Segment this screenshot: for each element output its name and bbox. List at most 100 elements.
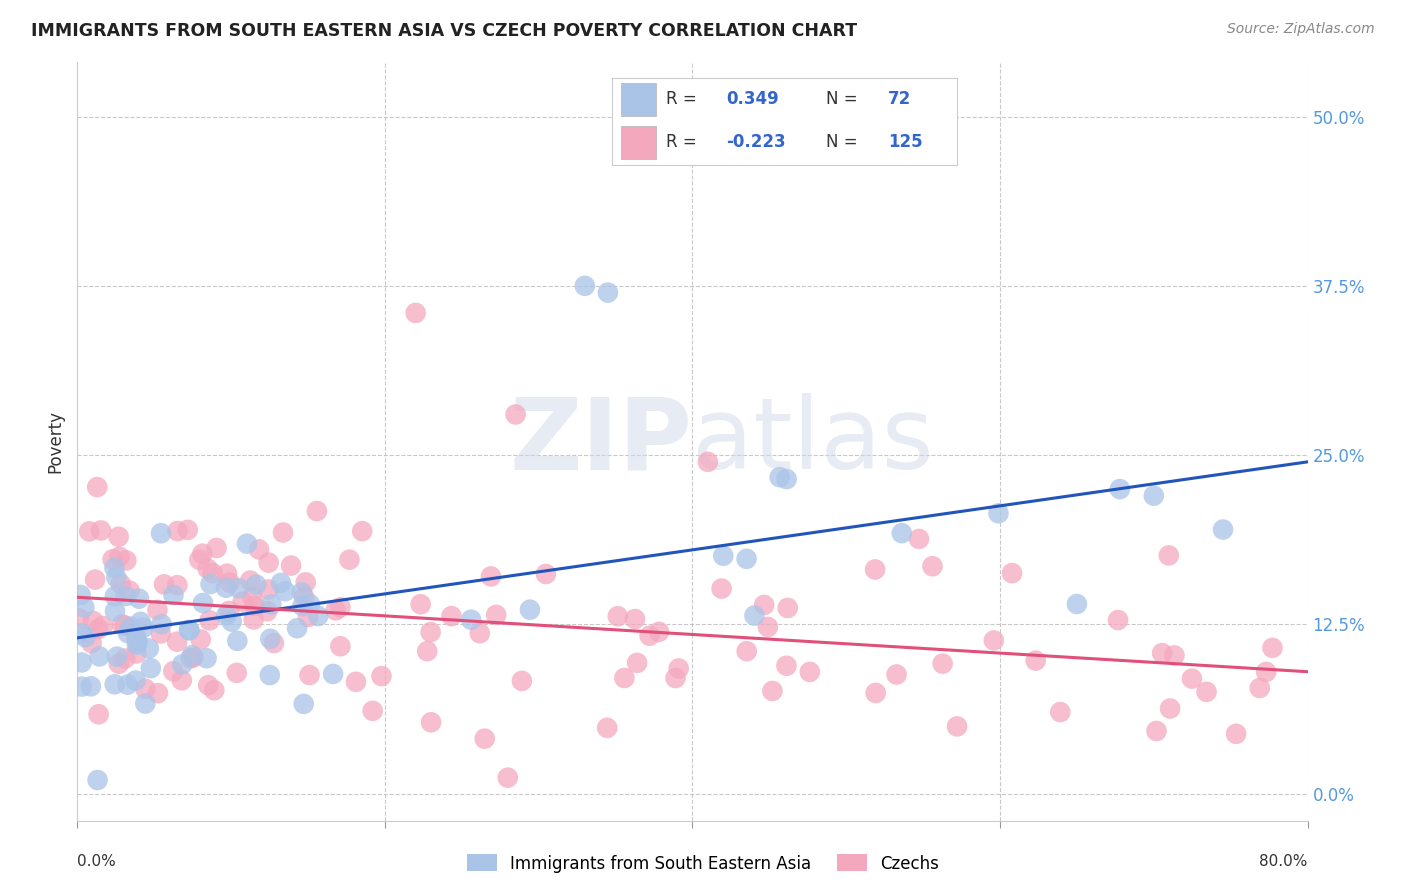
Point <box>162 588 184 602</box>
Point <box>125 630 148 644</box>
Point <box>236 537 259 551</box>
Point <box>344 674 367 689</box>
Point <box>138 641 160 656</box>
Point <box>215 581 238 595</box>
Point <box>86 480 108 494</box>
Point <box>82 614 104 628</box>
Point <box>307 609 329 624</box>
Point <box>1195 685 1218 699</box>
Point <box>1157 549 1180 563</box>
Text: ZIP: ZIP <box>509 393 693 490</box>
Point <box>946 719 969 733</box>
Point <box>87 622 110 636</box>
Point <box>298 597 321 611</box>
Point <box>987 506 1010 520</box>
Point <box>352 524 374 538</box>
Point <box>908 532 931 546</box>
Point <box>1225 727 1247 741</box>
Point <box>260 598 283 612</box>
Point <box>776 601 799 615</box>
Point <box>107 530 129 544</box>
Point <box>638 629 661 643</box>
Point <box>626 656 648 670</box>
Point <box>125 638 148 652</box>
Point <box>129 615 152 629</box>
Point <box>479 569 502 583</box>
Point <box>329 639 352 653</box>
Point <box>153 577 176 591</box>
Point <box>440 609 463 624</box>
Point <box>710 582 733 596</box>
Point <box>218 604 240 618</box>
Point <box>510 673 533 688</box>
Point <box>696 455 718 469</box>
Point <box>756 620 779 634</box>
Point <box>419 625 441 640</box>
Point <box>114 618 136 632</box>
Point <box>624 612 647 626</box>
Point <box>86 772 108 787</box>
Point <box>668 661 690 675</box>
Point <box>191 596 214 610</box>
Point <box>799 665 821 679</box>
Point <box>240 590 263 604</box>
Point <box>101 552 124 566</box>
Point <box>170 673 193 688</box>
Point <box>105 570 128 584</box>
Point <box>1143 489 1166 503</box>
Point <box>863 562 886 576</box>
Point <box>606 609 628 624</box>
Point <box>744 608 766 623</box>
Point <box>1163 648 1185 663</box>
Point <box>247 542 270 557</box>
Point <box>754 598 776 612</box>
Point <box>177 623 200 637</box>
Point <box>111 617 134 632</box>
Point <box>291 585 314 599</box>
Point <box>769 470 792 484</box>
Point <box>108 549 131 564</box>
Point <box>90 524 112 538</box>
Point <box>149 626 172 640</box>
Point <box>104 677 127 691</box>
Y-axis label: Poverty: Poverty <box>46 410 65 473</box>
Point <box>256 604 278 618</box>
Point <box>835 110 858 124</box>
Point <box>1249 681 1271 695</box>
Point <box>257 556 280 570</box>
Point <box>325 603 347 617</box>
Point <box>150 617 173 632</box>
Point <box>110 577 132 591</box>
Point <box>70 656 93 670</box>
Point <box>181 648 204 663</box>
Point <box>409 597 432 611</box>
Point <box>114 651 136 665</box>
Point <box>117 678 139 692</box>
Point <box>1066 597 1088 611</box>
Text: 80.0%: 80.0% <box>1260 855 1308 870</box>
Point <box>218 575 240 590</box>
Text: Source: ZipAtlas.com: Source: ZipAtlas.com <box>1227 22 1375 37</box>
Point <box>239 574 262 588</box>
Point <box>574 278 596 293</box>
Point <box>1152 646 1174 660</box>
Point <box>104 589 127 603</box>
Point <box>1146 723 1168 738</box>
Point <box>89 649 111 664</box>
Point <box>613 671 636 685</box>
Point <box>761 684 783 698</box>
Point <box>297 610 319 624</box>
Text: IMMIGRANTS FROM SOUTH EASTERN ASIA VS CZECH POVERTY CORRELATION CHART: IMMIGRANTS FROM SOUTH EASTERN ASIA VS CZ… <box>31 22 858 40</box>
Point <box>124 673 146 688</box>
Point <box>460 613 482 627</box>
Point <box>73 600 96 615</box>
Point <box>257 582 280 597</box>
Point <box>221 615 243 629</box>
Point <box>198 614 221 628</box>
Point <box>183 650 205 665</box>
Point <box>1256 665 1278 679</box>
Point <box>166 524 188 538</box>
Point <box>305 504 328 518</box>
Point <box>127 636 149 650</box>
Point <box>259 632 281 646</box>
